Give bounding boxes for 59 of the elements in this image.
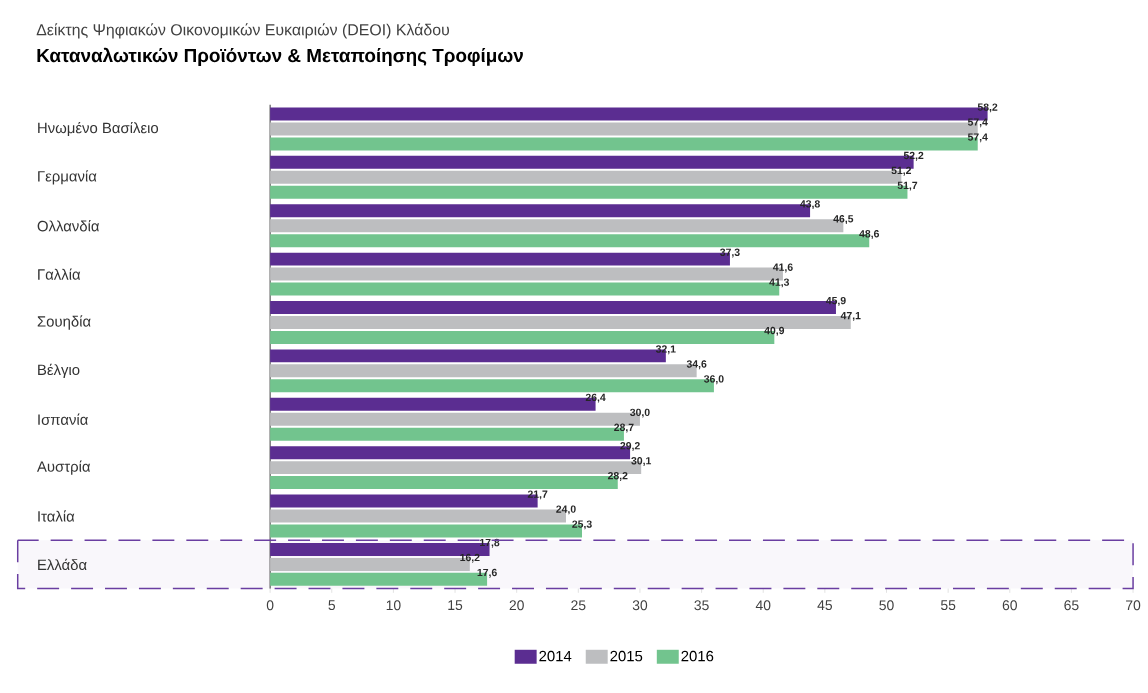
x-tick-label: 30 (632, 600, 648, 611)
x-tick-label: 35 (694, 600, 709, 611)
data-label: 30,0 (630, 408, 650, 418)
data-label: 26,4 (585, 393, 606, 403)
y-tick-label: Ισπανία (38, 413, 88, 425)
data-label: 51,2 (891, 166, 912, 176)
legend-label: 2016 (681, 650, 714, 662)
x-tick-label: 10 (386, 600, 401, 611)
data-label: 57,4 (967, 118, 988, 128)
x-tick-label: 60 (1002, 600, 1017, 611)
y-tick-label: Ελλάδα (38, 558, 87, 570)
data-label: 24,0 (556, 505, 576, 515)
data-label: 47,1 (840, 311, 861, 321)
y-tick-label: Ηνωμένο Βασίλειο (38, 121, 159, 136)
data-label: 41,3 (769, 278, 790, 288)
data-label: 34,6 (686, 360, 707, 370)
data-label: 45,9 (825, 296, 846, 306)
data-label: 25,3 (572, 520, 592, 530)
data-label: 52,2 (903, 151, 924, 161)
x-tick-label: 5 (328, 600, 336, 610)
y-tick-label: Ιταλία (38, 510, 75, 522)
y-tick-label: Ολλανδία (37, 219, 100, 232)
data-label: 43,8 (800, 199, 820, 209)
x-tick-label: 55 (940, 600, 956, 610)
data-label: 16,2 (460, 553, 480, 563)
data-label: 36,0 (704, 375, 724, 384)
chart-subtitle: Καταναλωτικών Προϊόντων & Μεταποίησης Τροφίμων (37, 47, 523, 66)
x-tick-label: 20 (509, 600, 524, 611)
data-label: 40,9 (764, 326, 785, 336)
data-label: 48,6 (859, 229, 880, 239)
data-label: 37,3 (720, 248, 740, 258)
x-tick-label: 0 (266, 600, 274, 611)
data-label: 21,7 (527, 490, 548, 500)
x-tick-label: 50 (879, 600, 894, 611)
data-label: 58,2 (977, 103, 998, 113)
x-tick-label: 65 (1064, 600, 1079, 611)
data-label: 28,2 (607, 471, 628, 481)
data-label: 51,7 (897, 181, 918, 191)
y-tick-label: Αυστρία (36, 460, 91, 475)
x-tick-label: 15 (448, 600, 463, 610)
chart-title: Δείκτης Ψηφιακών Οικονομικών Ευκαιριών (DEOI) Κλάδου (36, 23, 450, 39)
legend-label: 2015 (610, 650, 643, 662)
data-label: 28,7 (614, 423, 634, 433)
data-label: 46,5 (833, 214, 854, 224)
y-tick-label: Βέλγιο (38, 363, 80, 378)
data-label: 41,6 (772, 263, 793, 273)
x-tick-label: 45 (817, 600, 833, 610)
x-tick-label: 70 (1126, 600, 1141, 611)
data-label: 17,6 (477, 568, 497, 578)
data-label: 32,1 (655, 345, 676, 355)
x-tick-label: 25 (571, 600, 586, 611)
y-tick-label: Σουηδία (37, 315, 91, 330)
x-tick-label: 40 (755, 600, 771, 611)
legend-label: 2014 (539, 650, 572, 662)
data-label: 29,2 (620, 441, 640, 451)
data-label: 30,1 (631, 456, 652, 466)
data-label: 57,4 (967, 133, 988, 143)
y-tick-label: Γαλλία (38, 268, 81, 280)
y-tick-label: Γερμανία (38, 170, 97, 185)
